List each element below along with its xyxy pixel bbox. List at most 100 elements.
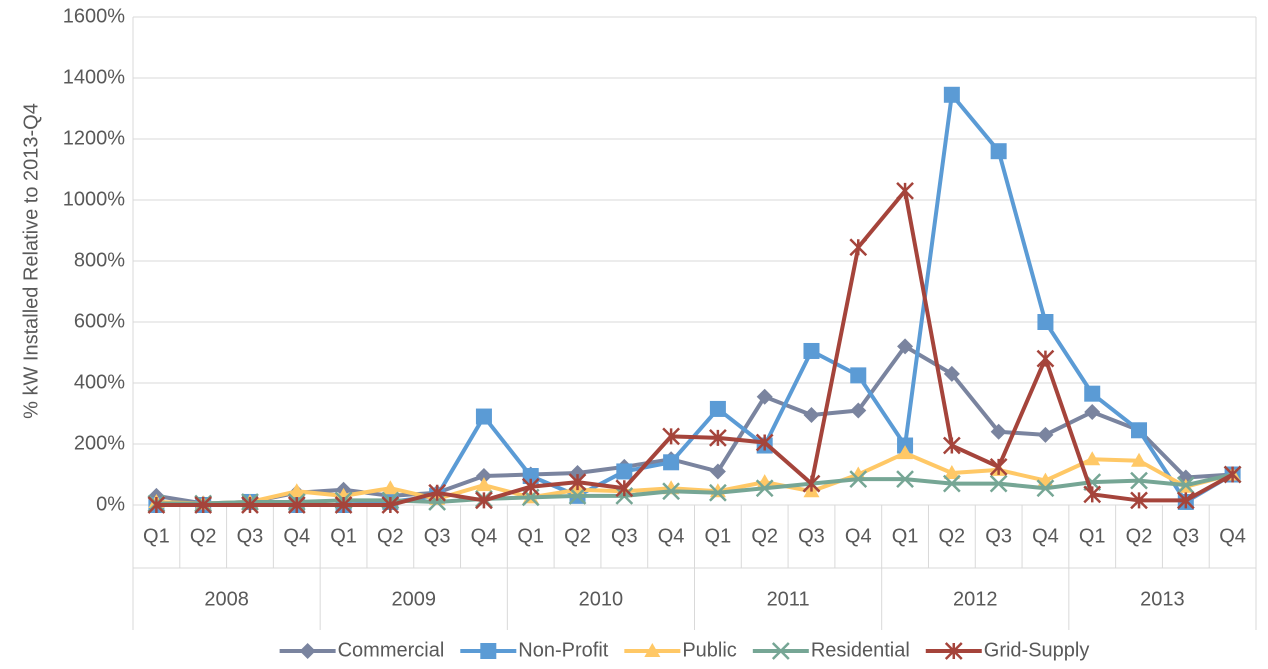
data-point xyxy=(1130,471,1148,490)
y-tick-label: 1000% xyxy=(63,188,125,210)
x-tick-label: Q4 xyxy=(471,525,498,547)
data-point xyxy=(616,463,633,480)
data-point xyxy=(568,473,587,492)
data-point xyxy=(662,427,680,446)
x-tick-label: Q1 xyxy=(517,525,544,547)
data-point xyxy=(756,388,773,405)
data-point xyxy=(849,470,868,488)
data-point xyxy=(942,474,961,493)
legend-marker xyxy=(480,643,497,659)
data-point xyxy=(942,436,961,455)
legend-marker xyxy=(644,643,661,657)
legend-label: Commercial xyxy=(338,639,445,661)
x-tick-label: Q2 xyxy=(377,525,404,547)
series-line xyxy=(156,451,1234,506)
data-point xyxy=(755,479,774,498)
data-point xyxy=(241,496,259,514)
data-point xyxy=(943,86,960,103)
data-point xyxy=(943,365,960,382)
data-point xyxy=(475,491,493,510)
x-tick-label: Q1 xyxy=(143,525,170,547)
x-tick-label: Q2 xyxy=(190,525,217,547)
data-point xyxy=(990,423,1007,440)
data-point xyxy=(709,483,727,502)
data-point xyxy=(1223,465,1242,484)
x-tick-label: Q3 xyxy=(985,525,1012,547)
year-label: 2011 xyxy=(767,588,810,610)
data-point xyxy=(1176,491,1195,510)
x-tick-label: Q1 xyxy=(705,525,732,547)
data-point xyxy=(382,480,399,495)
data-point xyxy=(663,454,680,471)
y-tick-label: 0% xyxy=(96,493,125,515)
legend-label: Non-Profit xyxy=(518,639,608,661)
y-axis-label: % kW Installed Relative to 2013-Q4 xyxy=(20,103,42,419)
data-point xyxy=(1037,426,1054,443)
data-point xyxy=(849,238,868,257)
y-tick-label: 1400% xyxy=(63,66,125,88)
data-point xyxy=(850,466,867,481)
data-point xyxy=(897,338,914,355)
year-label: 2008 xyxy=(204,588,249,610)
data-point xyxy=(896,181,914,200)
data-point xyxy=(1036,349,1055,368)
data-point xyxy=(615,479,634,498)
y-tick-label: 600% xyxy=(74,310,125,332)
data-point xyxy=(194,496,213,514)
data-point xyxy=(709,463,726,480)
data-point xyxy=(897,445,914,460)
data-point xyxy=(803,342,820,359)
x-tick-label: Q4 xyxy=(1032,525,1059,547)
data-point xyxy=(943,464,960,479)
y-tick-label: 800% xyxy=(74,249,125,271)
series-line xyxy=(156,188,1234,507)
data-point xyxy=(1131,422,1148,439)
x-tick-label: Q1 xyxy=(892,525,919,547)
year-label: 2010 xyxy=(579,588,624,610)
legend-marker xyxy=(944,642,963,660)
data-point xyxy=(475,477,492,492)
y-tick-label: 400% xyxy=(74,371,125,393)
data-point xyxy=(287,496,306,514)
data-point xyxy=(755,433,774,452)
x-tick-label: Q3 xyxy=(424,525,451,547)
year-label: 2013 xyxy=(1140,588,1185,610)
data-point xyxy=(1037,314,1054,330)
x-tick-label: Q1 xyxy=(330,525,357,547)
data-point xyxy=(335,487,352,502)
series-line xyxy=(156,472,1234,506)
x-tick-label: Q1 xyxy=(1079,525,1106,547)
x-tick-label: Q3 xyxy=(611,525,638,547)
y-tick-label: 1600% xyxy=(63,5,125,27)
data-point xyxy=(1083,485,1102,504)
legend-label: Residential xyxy=(811,639,910,661)
data-point xyxy=(521,477,540,496)
x-tick-label: Q2 xyxy=(564,525,591,547)
series-line xyxy=(156,92,1234,507)
y-tick-label: 200% xyxy=(74,432,125,454)
data-point xyxy=(568,486,587,505)
data-point xyxy=(147,496,166,514)
x-tick-label: Q2 xyxy=(1126,525,1153,547)
data-point xyxy=(989,474,1008,493)
data-point xyxy=(1130,491,1148,510)
data-point xyxy=(1084,385,1101,402)
legend: Commercial Non-Profit Public Residential Gri… xyxy=(279,639,1089,661)
data-point xyxy=(475,408,492,425)
x-tick-label: Q4 xyxy=(658,525,685,547)
x-tick-label: Q3 xyxy=(1172,525,1199,547)
data-point xyxy=(1084,403,1101,420)
y-tick-label: 1200% xyxy=(63,127,125,149)
x-tick-label: Q4 xyxy=(283,525,310,547)
x-tick-label: Q4 xyxy=(845,525,872,547)
data-point xyxy=(989,457,1008,476)
data-point xyxy=(850,367,867,384)
x-tick-label: Q4 xyxy=(1219,525,1246,547)
data-point xyxy=(288,483,305,498)
legend-label: Public xyxy=(682,639,736,661)
year-label: 2009 xyxy=(392,588,437,610)
x-tick-label: Q2 xyxy=(751,525,778,547)
data-point xyxy=(850,402,867,419)
